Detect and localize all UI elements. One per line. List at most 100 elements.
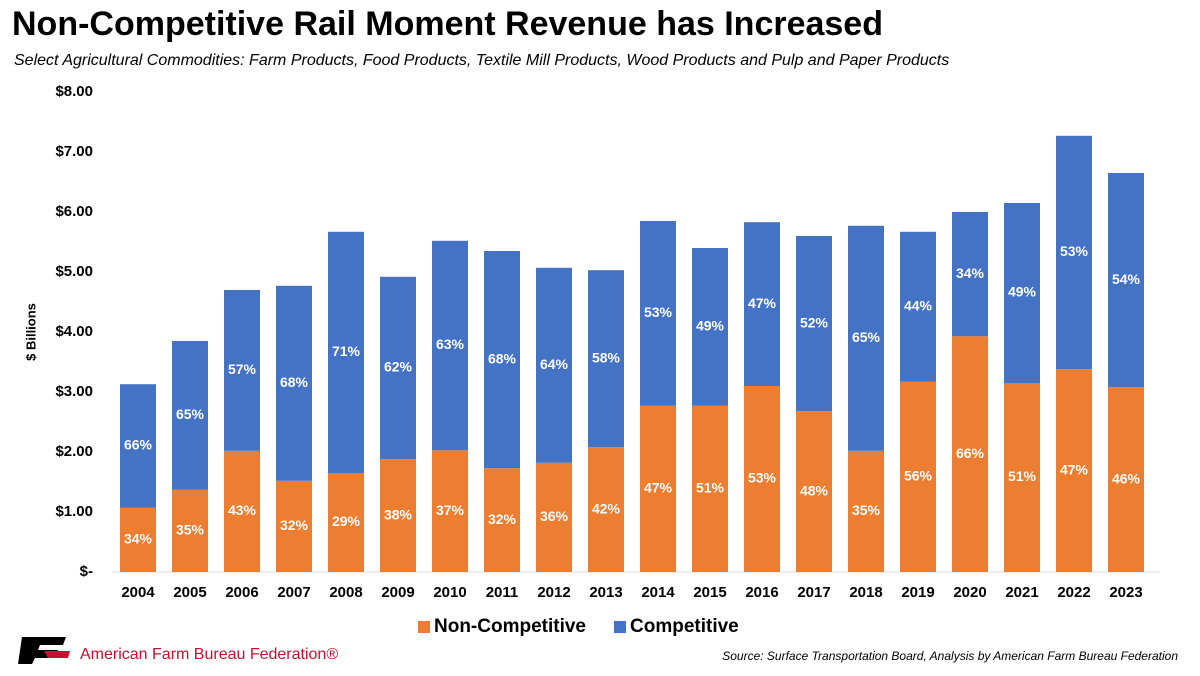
bar-label: 32% (280, 517, 309, 533)
bar-label: 65% (852, 329, 881, 345)
bar-label: 58% (592, 349, 621, 365)
bar-label: 53% (1060, 243, 1089, 259)
bar-label: 47% (644, 480, 673, 496)
y-tick-label: $2.00 (55, 443, 93, 460)
x-tick-label: 2011 (486, 584, 519, 601)
bar-segment (1004, 203, 1040, 383)
bar-label: 34% (124, 531, 153, 547)
x-tick-label: 2013 (589, 584, 622, 601)
bar-segment (484, 468, 520, 572)
bar-segment (640, 221, 676, 406)
bar-segment (276, 480, 312, 572)
x-tick-label: 2006 (225, 584, 258, 601)
bar-label: 54% (1112, 271, 1141, 287)
bar-label: 52% (800, 314, 829, 330)
x-tick-label: 2023 (1109, 584, 1142, 601)
bar-label: 68% (488, 350, 517, 366)
bar-label: 51% (1008, 468, 1037, 484)
bar-label: 62% (384, 359, 413, 375)
bar-label: 51% (696, 480, 725, 496)
bar-label: 44% (904, 298, 933, 314)
x-tick-label: 2022 (1057, 584, 1090, 601)
bar-label: 49% (1008, 284, 1037, 300)
bar-segment (952, 336, 988, 572)
bar-label: 66% (956, 445, 985, 461)
bar-label: 48% (800, 482, 829, 498)
bar-label: 29% (332, 513, 361, 529)
bar-label: 42% (592, 500, 621, 516)
x-tick-label: 2017 (797, 584, 830, 601)
bar-segment (172, 489, 208, 572)
bar-segment (692, 248, 728, 406)
bar-label: 71% (332, 343, 361, 359)
source-note: Source: Surface Transportation Board, An… (722, 649, 1178, 663)
x-tick-label: 2007 (277, 584, 310, 601)
bar-segment (588, 447, 624, 572)
bar-label: 46% (1112, 470, 1141, 486)
bar-label: 66% (124, 437, 153, 453)
bar-segment (1108, 173, 1144, 388)
chart-subtitle: Select Agricultural Commodities: Farm Pr… (14, 52, 949, 69)
x-tick-label: 2009 (381, 584, 414, 601)
legend-label: Competitive (630, 616, 739, 637)
bar-label: 65% (176, 406, 205, 422)
bar-segment (796, 236, 832, 412)
bar-segment (380, 459, 416, 572)
bar-label: 53% (748, 470, 777, 486)
bar-segment (224, 450, 260, 572)
bar-label: 38% (384, 506, 413, 522)
bar-segment (432, 240, 468, 451)
bar-label: 63% (436, 336, 465, 352)
bar-segment (432, 450, 468, 572)
bar-segment (120, 507, 156, 572)
bar-label: 32% (488, 511, 517, 527)
bar-segment (224, 290, 260, 451)
bar-segment (796, 411, 832, 572)
x-tick-label: 2004 (121, 584, 155, 601)
bar-label: 68% (280, 374, 309, 390)
y-axis-label: $ Billions (23, 303, 38, 361)
bar-label: 36% (540, 508, 569, 524)
bar-segment (1004, 383, 1040, 572)
bar-segment (588, 270, 624, 448)
legend-swatch (614, 621, 626, 633)
bar-segment (848, 225, 884, 451)
y-tick-label: $4.00 (55, 323, 93, 340)
bar-segment (328, 473, 364, 572)
legend-label: Non-Competitive (434, 616, 586, 637)
bar-label: 37% (436, 502, 465, 518)
bar-segment (744, 386, 780, 572)
bar-segment (172, 341, 208, 490)
bar-label: 56% (904, 468, 933, 484)
x-tick-label: 2014 (641, 584, 675, 601)
bar-label: 57% (228, 361, 257, 377)
bar-segment (692, 405, 728, 572)
x-tick-label: 2016 (745, 584, 778, 601)
x-tick-label: 2010 (433, 584, 466, 601)
x-tick-label: 2019 (901, 584, 934, 601)
bar-label: 47% (1060, 461, 1089, 477)
y-tick-label: $8.00 (55, 83, 93, 100)
bar-label: 64% (540, 356, 569, 372)
x-tick-label: 2021 (1005, 584, 1038, 601)
y-tick-label: $1.00 (55, 503, 93, 520)
bar-label: 35% (176, 522, 205, 538)
y-tick-label: $7.00 (55, 143, 93, 160)
x-tick-label: 2018 (849, 584, 882, 601)
bar-segment (380, 276, 416, 460)
bar-segment (276, 285, 312, 481)
y-tick-label: $6.00 (55, 203, 93, 220)
bar-segment (900, 231, 936, 382)
x-tick-label: 2008 (329, 584, 362, 601)
logo (18, 637, 70, 664)
bar-segment (744, 222, 780, 386)
bar-label: 53% (644, 304, 673, 320)
bar-segment (1108, 387, 1144, 572)
bar-segment (952, 212, 988, 337)
bar-segment (536, 267, 572, 463)
bar-segment (848, 450, 884, 572)
bar-label: 49% (696, 318, 725, 334)
bar-segment (1056, 369, 1092, 572)
